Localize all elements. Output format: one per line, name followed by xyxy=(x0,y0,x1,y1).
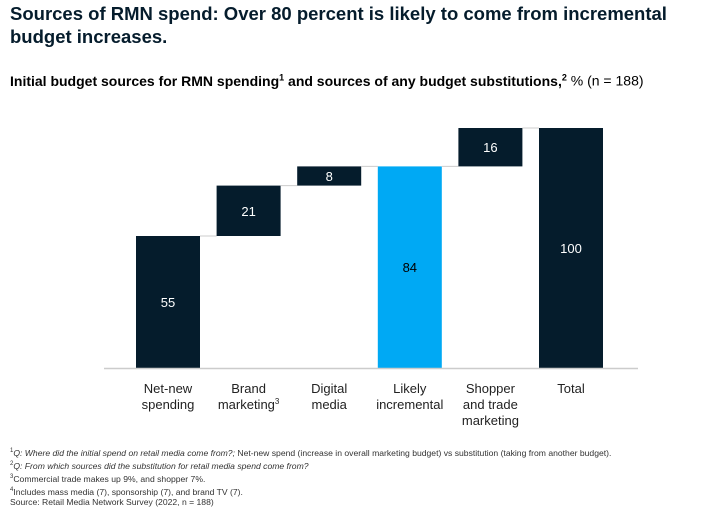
footnote-marker: 3 xyxy=(10,473,14,480)
category-label: and trade xyxy=(463,397,518,412)
data-label: 55 xyxy=(161,295,175,310)
chart-title: Sources of RMN spend: Over 80 percent is… xyxy=(10,3,667,47)
footnote-marker: 4 xyxy=(10,486,14,493)
footnote-text: Net-new spend (increase in overall marke… xyxy=(234,447,612,458)
footnote-marker: 1 xyxy=(10,448,14,454)
waterfall-chart: 55Net-newspending21Brandmarketing38Digit… xyxy=(104,127,638,428)
footnote-text: Commercial trade makes up 9%, and shoppe… xyxy=(13,473,206,484)
subtitle-unit: % (n = 188) xyxy=(566,72,644,89)
category-label: marketing xyxy=(462,413,519,428)
category-label: Total xyxy=(557,381,585,396)
source-text: Source: Retail Media Network Survey (202… xyxy=(10,497,214,508)
footnote-2: 2Q: From which sources did the substitut… xyxy=(10,459,611,472)
category-label: Likely xyxy=(393,381,427,396)
subtitle-sup-1: 1 xyxy=(279,72,285,82)
chart-subtitle: Initial budget sources for RMN spending1… xyxy=(10,68,644,90)
footnote-question: Q: From which sources did the substituti… xyxy=(13,460,309,471)
category-label: incremental xyxy=(376,397,443,412)
category-label: Brand xyxy=(231,381,266,396)
bar-0 xyxy=(136,236,200,368)
data-label: 84 xyxy=(403,260,417,275)
category-label: marketing3 xyxy=(218,397,280,412)
footnote-3: 3Commercial trade makes up 9%, and shopp… xyxy=(10,472,611,485)
footnote-marker: 2 xyxy=(10,460,14,467)
category-label: Net-new xyxy=(144,381,193,396)
category-label: Shopper xyxy=(466,381,516,396)
data-label: 8 xyxy=(326,169,333,184)
subtitle-main: Initial budget sources for RMN spending xyxy=(10,72,280,89)
footnote-1: 1Q: Where did the initial spend on retai… xyxy=(10,446,611,459)
category-label: Digital xyxy=(311,381,347,396)
bar-4 xyxy=(458,128,523,167)
subtitle-main-2: and sources of any budget substitutions, xyxy=(284,72,562,89)
data-label: 21 xyxy=(241,204,255,219)
bar-2 xyxy=(297,166,362,186)
category-label: spending xyxy=(142,397,195,412)
footnotes: 1Q: Where did the initial spend on retai… xyxy=(10,446,611,508)
footnote-question: Q: Where did the initial spend on retail… xyxy=(13,447,235,458)
subtitle-sup-2: 2 xyxy=(561,72,567,82)
footnote-text: Includes mass media (7), sponsorship (7)… xyxy=(13,486,243,497)
bar-5 xyxy=(539,128,603,368)
bar-3 xyxy=(377,166,442,368)
source-note: Source: Retail Media Network Survey (202… xyxy=(10,497,611,508)
bar-1 xyxy=(216,185,281,236)
footnote-4: 4Includes mass media (7), sponsorship (7… xyxy=(10,485,611,498)
footnote-marker: 3 xyxy=(275,397,280,406)
data-label: 16 xyxy=(483,140,497,155)
data-label: 100 xyxy=(560,241,582,256)
category-label: media xyxy=(311,397,347,412)
